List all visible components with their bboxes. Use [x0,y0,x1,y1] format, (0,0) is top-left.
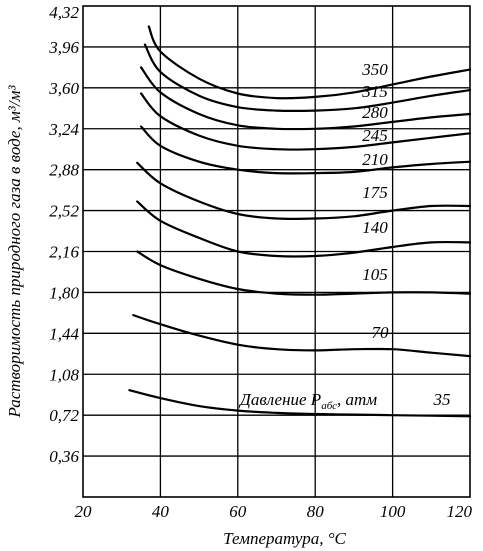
x-tick-label: 100 [380,502,406,521]
x-axis-title: Температура, °C [223,529,346,548]
curve-280-atm [140,66,472,131]
y-tick-label: 1,44 [49,324,79,343]
x-tick-label: 80 [307,502,325,521]
y-tick-label: 2,52 [49,202,79,221]
y-axis-title: Растворимость природного газа в воде, м³… [5,85,24,419]
curve-label-210: 210 [362,150,388,169]
y-tick-label: 1,08 [49,365,79,384]
x-tick-label: 40 [152,502,170,521]
curve-label-350: 350 [361,60,388,79]
y-tick-label: 0,36 [49,447,79,466]
curve-labels: 35 70 105 140 175 210 245 280 315 350 [361,60,450,409]
legend-label: Давление P [238,390,321,409]
curve-35-atm [128,389,472,418]
curve-label-140: 140 [362,218,388,237]
curve-210-atm [140,125,472,175]
curve-315-atm [143,43,472,112]
legend-pressure: Давление Pабс, атм [238,390,377,412]
curve-70-atm [132,314,472,358]
y-tick-label: 3,60 [48,79,79,98]
curve-label-245: 245 [362,126,388,145]
legend-suffix: , атм [337,390,377,409]
curves [128,25,472,418]
legend-subscript: абс [321,400,337,412]
x-tick-label: 20 [75,502,93,521]
curve-245-atm [140,92,472,151]
x-tick-label: 120 [447,502,473,521]
curve-label-175: 175 [362,183,388,202]
curve-175-atm [136,161,472,221]
curve-label-70: 70 [372,323,390,342]
curve-label-35: 35 [433,390,451,409]
y-tick-label: 2,88 [49,161,79,180]
y-tick-label: 2,16 [49,243,79,262]
plot-frame [82,5,471,498]
curve-105-atm [136,250,472,296]
curve-label-105: 105 [362,265,388,284]
y-tick-label: 3,24 [48,120,79,139]
curve-350-atm [147,25,472,100]
y-tick-label: 0,72 [49,406,79,425]
y-tick-label: 4,32 [49,3,79,22]
y-tick-label: 1,80 [49,283,79,302]
x-tick-label: 60 [229,502,247,521]
curve-label-315: 315 [361,82,388,101]
curve-140-atm [136,200,472,258]
y-tick-label: 3,96 [48,38,79,57]
tick-labels: 20 40 60 80 100 120 0,36 0,72 1,08 1,44 1,80 2,16 2,… [48,3,472,521]
curve-label-280: 280 [362,103,388,122]
